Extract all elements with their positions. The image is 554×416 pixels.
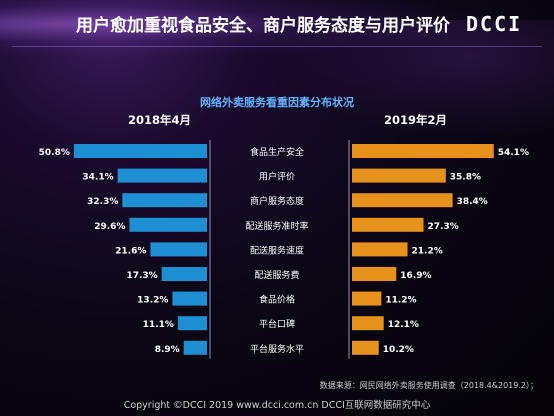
bar-2018-7 (177, 316, 207, 331)
category-label-1: 用户评价 (259, 171, 295, 183)
page-title: 用户愈加重视食品安全、商户服务态度与用户评价 (76, 16, 450, 36)
series-label-2018: 2018年4月 (128, 113, 192, 127)
copyright-footer: Copyright ©DCCI 2019 www.dcci.com.cn DCC… (123, 400, 431, 411)
label-2018-2: 32.3% (87, 197, 118, 207)
header-divider (12, 46, 542, 47)
dcci-logo: DCCI (466, 12, 523, 36)
label-2018-5: 17.3% (126, 271, 157, 281)
label-2019-0: 54.1% (498, 148, 529, 158)
category-label-7: 平台口碑 (259, 318, 295, 330)
category-label-3: 配送服务准时率 (245, 220, 308, 232)
label-2018-6: 13.2% (137, 296, 168, 306)
data-source-note: 数据来源：网民网络外卖服务使用调查（2018.4&2019.2）； (319, 381, 538, 390)
bar-2018-3 (129, 217, 207, 232)
label-2019-4: 21.2% (412, 246, 443, 256)
bar-2019-4 (352, 242, 408, 257)
bar-2018-4 (150, 242, 207, 257)
bar-2019-8 (352, 340, 379, 355)
bar-2018-2 (122, 193, 207, 208)
label-2019-3: 27.3% (428, 222, 459, 232)
bar-2019-3 (352, 217, 424, 232)
label-2018-0: 50.8% (39, 148, 70, 158)
category-label-5: 配送服务费 (254, 269, 299, 281)
label-2019-6: 11.2% (385, 296, 416, 306)
bar-2018-0 (73, 144, 208, 158)
label-2019-7: 12.1% (388, 320, 419, 330)
label-2018-7: 11.1% (143, 320, 174, 330)
header-glow (0, 0, 554, 60)
label-2018-3: 29.6% (94, 222, 125, 232)
label-2019-5: 16.9% (400, 271, 431, 281)
category-label-2: 商户服务态度 (250, 195, 304, 207)
category-label-0: 食品生产安全 (250, 146, 304, 158)
bar-2019-1 (352, 168, 446, 183)
bar-2019-0 (352, 144, 494, 158)
label-2019-2: 38.4% (457, 197, 488, 207)
bar-2019-6 (352, 291, 382, 306)
bar-2019-2 (352, 193, 453, 208)
bar-2019-5 (352, 267, 397, 281)
label-2019-8: 10.2% (383, 345, 414, 355)
bar-2018-6 (172, 291, 207, 306)
category-label-6: 食品价格 (259, 294, 295, 306)
label-2019-1: 35.8% (450, 173, 481, 183)
bar-2018-8 (183, 340, 207, 355)
bar-2018-1 (117, 168, 207, 183)
label-2018-1: 34.1% (82, 173, 113, 183)
series-label-2019: 2019年2月 (384, 113, 448, 127)
bar-2019-7 (352, 316, 384, 331)
chart-title: 网络外卖服务看重因素分布状况 (200, 96, 354, 109)
label-2018-4: 21.6% (115, 246, 146, 256)
bar-2018-5 (161, 267, 207, 281)
label-2018-8: 8.9% (155, 345, 180, 355)
category-label-4: 配送服务速度 (250, 244, 304, 256)
background-glow (280, 20, 554, 140)
category-label-8: 平台服务水平 (250, 343, 304, 355)
